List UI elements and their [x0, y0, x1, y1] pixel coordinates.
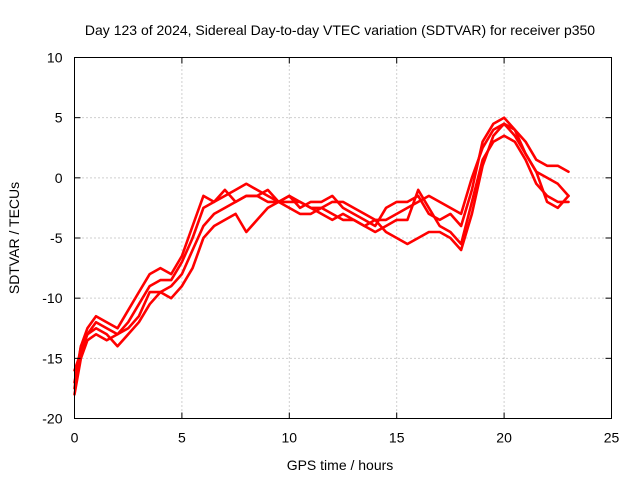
x-tick-label: 25 [604, 430, 620, 446]
x-tick-label: 20 [496, 430, 512, 446]
grid-layer [74, 57, 612, 419]
x-tick-label: 10 [282, 430, 298, 446]
y-tick-labels: -20 -15 -10 -5 0 5 10 [42, 50, 62, 427]
y-tick-label: -10 [42, 290, 62, 306]
tick-layer [74, 57, 612, 419]
x-tick-label: 15 [389, 430, 405, 446]
series-line-1 [73, 116, 570, 390]
y-tick-label: -5 [50, 230, 63, 246]
series-line-3 [73, 134, 570, 396]
series-line-4 [73, 122, 570, 384]
x-tick-label: 0 [71, 430, 79, 446]
y-axis-label: SDTVAR / TECUs [6, 182, 22, 294]
series-line-2 [73, 122, 570, 372]
chart-title: Day 123 of 2024, Sidereal Day-to-day VTE… [85, 22, 595, 38]
y-tick-label: 5 [55, 110, 63, 126]
x-tick-labels: 0 5 10 15 20 25 [71, 430, 620, 446]
series-layer [73, 116, 570, 396]
y-tick-label: 0 [55, 170, 63, 186]
y-tick-label: 10 [47, 50, 63, 66]
y-tick-label: -20 [42, 411, 62, 427]
x-axis-label: GPS time / hours [287, 457, 394, 473]
y-tick-label: -15 [42, 350, 62, 366]
x-tick-label: 5 [178, 430, 186, 446]
